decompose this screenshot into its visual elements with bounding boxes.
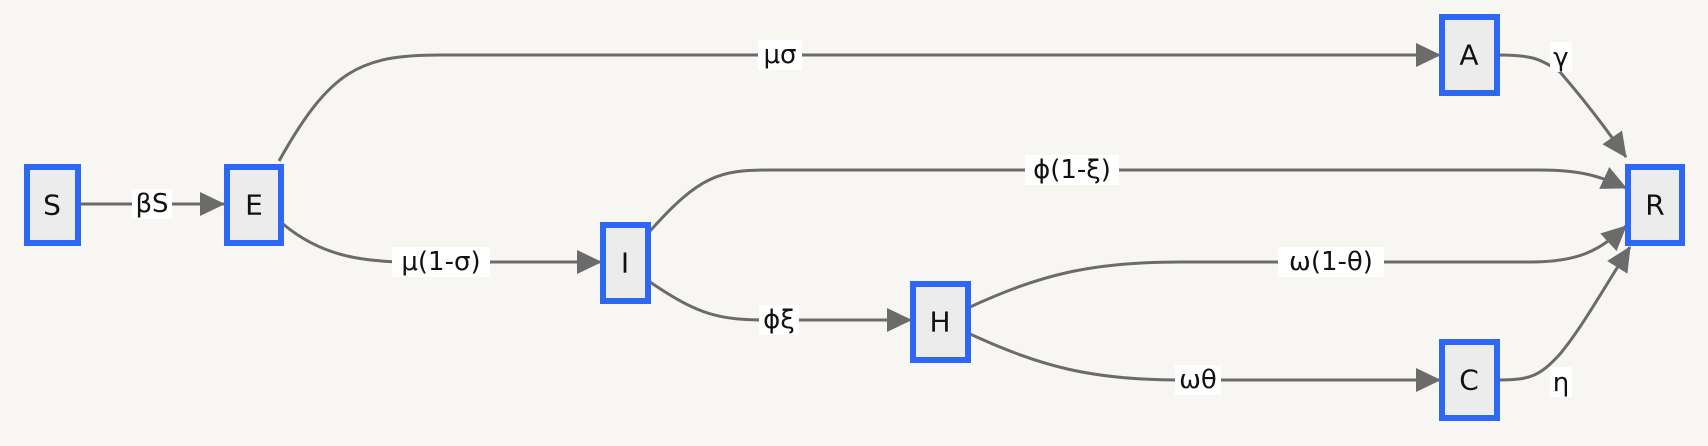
- node-label: I: [621, 247, 629, 280]
- node-r[interactable]: R: [1625, 164, 1685, 246]
- edge-label-text: ωθ: [1179, 365, 1217, 395]
- edge-label-text: ω(1-θ): [1289, 247, 1373, 277]
- node-label: R: [1645, 189, 1664, 222]
- edge-label-i-h: ϕξ: [759, 305, 799, 335]
- edge-label-e-a: μσ: [758, 40, 802, 70]
- node-label: C: [1459, 364, 1479, 397]
- node-h[interactable]: H: [910, 281, 971, 363]
- edge-label-e-i: μ(1-σ): [392, 247, 490, 277]
- node-s[interactable]: S: [24, 164, 81, 246]
- edge-label-text: μ(1-σ): [401, 247, 480, 277]
- node-label: H: [929, 306, 950, 339]
- edge-c-to-r: [1498, 246, 1632, 382]
- edge-a-to-r: [1498, 53, 1628, 158]
- edge-label-text: βS: [135, 189, 168, 219]
- edge-label-text: γ: [1553, 43, 1568, 73]
- nodes: S E I H A C R: [24, 14, 1685, 421]
- edge-label-text: ϕξ: [763, 305, 795, 335]
- node-label: E: [245, 189, 263, 222]
- edge-label-a-r: γ: [1550, 42, 1572, 73]
- node-label: S: [43, 189, 61, 222]
- edge-label-c-r: η: [1550, 367, 1572, 398]
- edges: [80, 43, 1632, 392]
- node-c[interactable]: C: [1439, 339, 1500, 421]
- node-e[interactable]: E: [224, 164, 284, 246]
- edge-i-to-r: [648, 167, 1627, 232]
- edge-e-to-a: [277, 43, 1441, 162]
- edge-label-text: ϕ(1-ξ): [1033, 155, 1111, 185]
- node-a[interactable]: A: [1439, 14, 1500, 96]
- edge-label-i-r: ϕ(1-ξ): [1025, 155, 1119, 185]
- edge-label-text: μσ: [763, 40, 796, 70]
- edge-label-text: η: [1553, 368, 1569, 398]
- edge-labels: βS μσ μ(1-σ) ϕ(1-ξ) ϕξ ω(1-θ) ωθ γ: [132, 40, 1572, 398]
- edge-label-s-e: βS: [132, 189, 172, 219]
- edge-label-h-c: ωθ: [1175, 365, 1221, 395]
- edge-h-to-c: [969, 332, 1441, 392]
- edge-label-h-r: ω(1-θ): [1278, 247, 1384, 277]
- edge-h-to-r: [969, 224, 1628, 309]
- node-i[interactable]: I: [600, 222, 651, 304]
- node-label: A: [1459, 39, 1478, 72]
